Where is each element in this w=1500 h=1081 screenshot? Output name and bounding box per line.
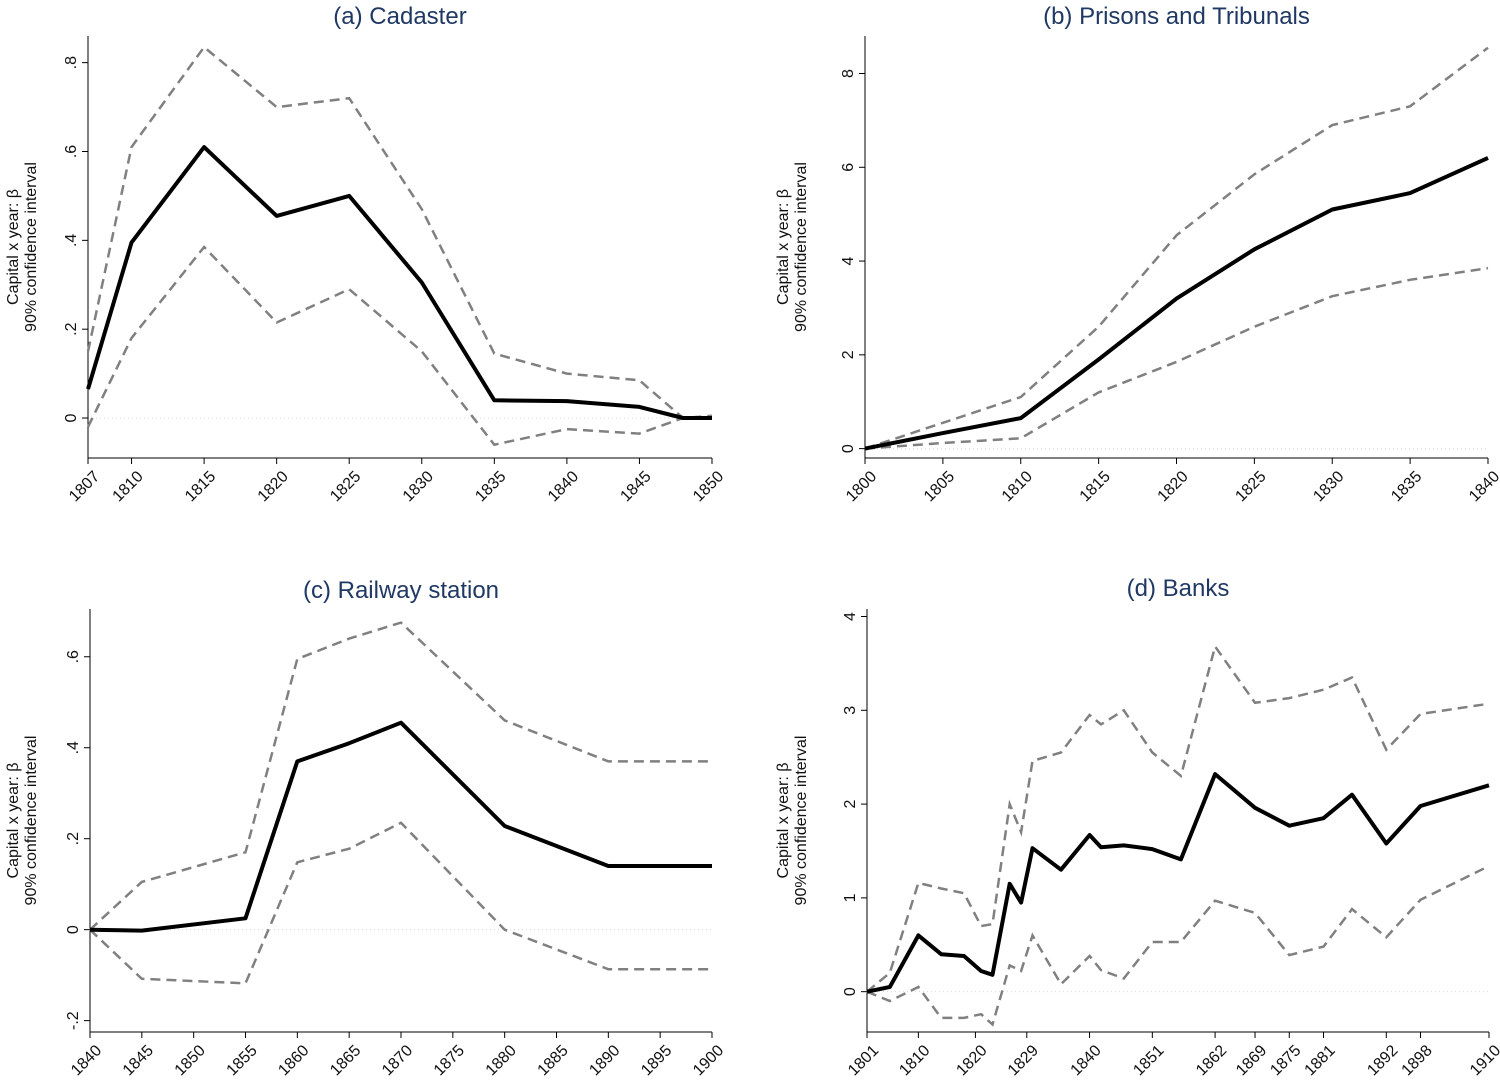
x-tick-label: 1898: [1399, 1042, 1436, 1079]
x-tick-label: 1840: [1466, 468, 1500, 505]
y-tick-label: .6: [63, 145, 80, 158]
chart-title: (c) Railway station: [303, 577, 499, 604]
series-line-estimate: [864, 156, 1489, 451]
x-tick-label: 1895: [638, 1042, 675, 1079]
x-tick-label: 1865: [327, 1042, 364, 1079]
y-axis-label-line2: 90% confidence interval: [23, 162, 40, 332]
y-tick-label: 1: [842, 893, 859, 902]
y-tick-label: 0: [842, 987, 859, 996]
y-tick-label: .2: [63, 322, 80, 335]
x-tick-label: 1875: [1267, 1042, 1304, 1079]
x-tick-label: 1880: [483, 1042, 520, 1079]
x-tick-label: 1850: [172, 1042, 209, 1079]
panel-cadaster: (a) Cadaster 0 .2 .4 .6 .8 1807 1810 1815 1820 182…: [0, 0, 750, 540]
chart-title: (a) Cadaster: [333, 3, 466, 30]
x-tick-label: 1820: [255, 468, 292, 505]
chart-prisons-tribunals: (b) Prisons and Tribunals 0 2 4 6 8 1800 1805 18…: [775, 3, 1500, 505]
x-tick-label: 1850: [690, 468, 727, 505]
x-tick-label: 1840: [1068, 1042, 1105, 1079]
x-tick-label: 1825: [327, 468, 364, 505]
x-tick-label: 1869: [1233, 1042, 1270, 1079]
series-line-upper: [89, 621, 712, 931]
x-tick-label: 1875: [431, 1042, 468, 1079]
x-tick-label: 1829: [1005, 1042, 1042, 1079]
y-tick-label: 0: [63, 413, 80, 422]
x-tick-label: 1910: [1467, 1042, 1500, 1079]
x-tick-label: 1830: [1310, 468, 1347, 505]
series-line-estimate: [866, 772, 1490, 994]
y-axis-label-line1: Capital x year: β: [775, 189, 792, 305]
x-tick-label: 1881: [1302, 1042, 1339, 1079]
y-tick-label: .4: [63, 234, 80, 247]
series-line-estimate: [86, 145, 712, 420]
chart-cadaster: (a) Cadaster 0 .2 .4 .6 .8 1807 1810 1815 1820 182…: [5, 3, 727, 505]
y-axis-label-line2: 90% confidence interval: [23, 736, 40, 906]
y-tick-label: .2: [65, 832, 82, 845]
series-line-lower: [864, 266, 1489, 450]
x-tick-label: 1800: [843, 468, 880, 505]
panel-banks: (d) Banks 0 1 2 3 4 1801 1810 1820 1829 1840 1851 18…: [750, 540, 1500, 1081]
y-tick-label: 0: [65, 925, 82, 934]
x-tick-label: 1815: [182, 468, 219, 505]
y-tick-label: -.2: [65, 1011, 82, 1030]
y-axis-label-line2: 90% confidence interval: [793, 736, 810, 906]
x-tick-label: 1820: [1154, 468, 1191, 505]
x-tick-label: 1805: [921, 468, 958, 505]
x-tick-label: 1845: [617, 468, 654, 505]
chart-title: (d) Banks: [1127, 575, 1230, 602]
x-tick-label: 1900: [690, 1042, 727, 1079]
chart-banks: (d) Banks 0 1 2 3 4 1801 1810 1820 1829 1840 1851 18…: [775, 575, 1500, 1079]
x-tick-label: 1890: [586, 1042, 623, 1079]
panel-prisons-tribunals: (b) Prisons and Tribunals 0 2 4 6 8 1800 1805 18…: [750, 0, 1500, 540]
x-tick-label: 1862: [1193, 1042, 1230, 1079]
x-tick-label: 1810: [110, 468, 147, 505]
x-tick-label: 1815: [1077, 468, 1114, 505]
x-tick-label: 1830: [400, 468, 437, 505]
series-line-upper: [864, 46, 1489, 450]
y-axis-label-line2: 90% confidence interval: [793, 162, 810, 332]
x-tick-label: 1801: [845, 1042, 882, 1079]
series-line-upper: [86, 45, 713, 420]
x-tick-label: 1840: [545, 468, 582, 505]
y-tick-label: 4: [840, 257, 857, 266]
x-tick-label: 1810: [896, 1042, 933, 1079]
y-tick-label: 2: [842, 800, 859, 809]
y-axis-label-line1: Capital x year: β: [5, 763, 22, 879]
y-tick-label: 3: [842, 706, 859, 715]
x-tick-label: 1835: [1388, 468, 1425, 505]
chart-title: (b) Prisons and Tribunals: [1043, 3, 1310, 30]
x-tick-label: 1860: [275, 1042, 312, 1079]
y-tick-label: 6: [840, 163, 857, 172]
x-tick-label: 1835: [472, 468, 509, 505]
x-tick-label: 1885: [534, 1042, 571, 1079]
y-tick-label: 4: [842, 612, 859, 621]
y-tick-label: 8: [840, 69, 857, 78]
x-tick-label: 1807: [66, 468, 103, 505]
x-tick-label: 1855: [223, 1042, 260, 1079]
x-tick-label: 1851: [1130, 1042, 1167, 1079]
panel-railway-station: (c) Railway station -.2 0 .2 .4 .6 1840 1845 185…: [0, 540, 750, 1081]
y-tick-label: 2: [840, 350, 857, 359]
x-tick-label: 1825: [1232, 468, 1269, 505]
series-line-upper: [866, 643, 1490, 993]
x-tick-label: 1810: [999, 468, 1036, 505]
y-tick-label: .8: [63, 56, 80, 69]
y-axis-label-line1: Capital x year: β: [5, 189, 22, 305]
x-tick-label: 1845: [120, 1042, 157, 1079]
chart-railway-station: (c) Railway station -.2 0 .2 .4 .6 1840 1845 185…: [5, 577, 727, 1079]
series-line-lower: [866, 864, 1490, 1027]
series-line-lower: [86, 245, 712, 447]
y-tick-label: .6: [65, 650, 82, 663]
series-line-estimate: [89, 720, 712, 933]
x-tick-label: 1870: [379, 1042, 416, 1079]
y-tick-label: 0: [840, 444, 857, 453]
series-line-lower: [89, 821, 712, 985]
y-axis-label-line1: Capital x year: β: [775, 763, 792, 879]
x-tick-label: 1840: [68, 1042, 105, 1079]
y-tick-label: .4: [65, 741, 82, 754]
x-tick-label: 1820: [953, 1042, 990, 1079]
x-tick-label: 1892: [1364, 1042, 1401, 1079]
